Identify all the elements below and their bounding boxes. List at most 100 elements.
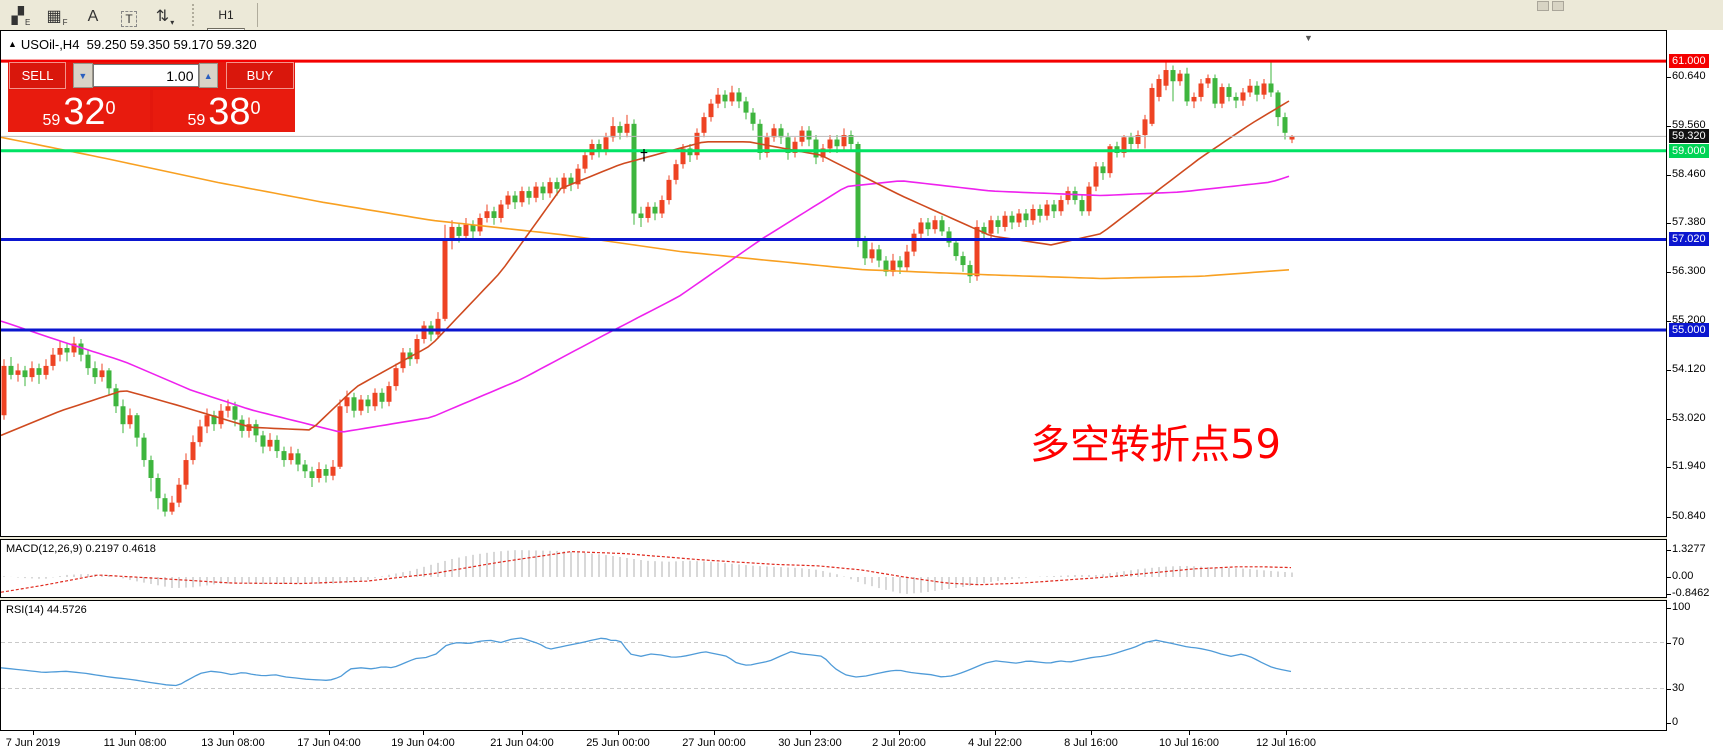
time-tick-label: 10 Jul 16:00 (1159, 737, 1219, 749)
price-level-label: 59.000 (1669, 143, 1709, 158)
rsi-tick-label: 100 (1672, 601, 1691, 613)
price-tick-label: 54.120 (1672, 362, 1706, 375)
price-tick-label: 57.380 (1672, 216, 1706, 229)
volume-decrease-button[interactable]: ▼ (73, 63, 93, 88)
price-tick-label: 60.640 (1672, 70, 1706, 83)
axis-tick-mark (1667, 271, 1671, 273)
toolbar: ▞E ▦F A T ⇅▾ M1M5M15M30H1H4D1W1MN (0, 0, 1723, 126)
ma-medium-magenta (1, 175, 1290, 433)
price-tick-label: 53.020 (1672, 411, 1706, 424)
macd-tick-label: 1.3277 (1672, 543, 1706, 555)
cross-marker: † (640, 146, 648, 164)
titlebar-mark (1552, 1, 1564, 11)
sell-button[interactable]: SELL (9, 62, 67, 89)
symbol-ohlc: 59.250 59.350 59.170 59.320 (86, 37, 257, 52)
axis-tick-mark (1667, 608, 1671, 609)
text-label-icon[interactable]: T (114, 3, 144, 27)
sell-price-point: 0 (105, 98, 116, 118)
time-tick-label: 7 Jun 2019 (5, 737, 61, 749)
buy-price-pips: 38 (208, 91, 251, 133)
time-tick-label: 11 Jun 08:00 (103, 737, 167, 749)
axis-tick-mark (1667, 550, 1671, 551)
toolbar-grip[interactable] (192, 4, 199, 26)
macd-tick-label: -0.8462 (1672, 587, 1710, 600)
axis-tick-mark (1667, 369, 1671, 371)
axis-tick-mark (1667, 467, 1671, 469)
macd-panel (0, 539, 1667, 598)
titlebar-mark (1537, 1, 1549, 11)
symbol-arrow-icon: ▲ (8, 39, 17, 49)
rsi-panel (0, 600, 1667, 731)
macd-plot[interactable] (1, 540, 1666, 597)
time-tick-mark (233, 731, 234, 735)
rsi-tick-label: 70 (1672, 635, 1685, 648)
time-tick-label: 21 Jun 04:00 (490, 737, 554, 749)
time-tick-label: 13 Jun 08:00 (201, 737, 265, 749)
volume-increase-button[interactable]: ▲ (198, 63, 218, 88)
macd-histogram (3, 550, 1293, 594)
time-tick-label: 27 Jun 00:00 (682, 737, 746, 749)
axis-tick-mark (1667, 723, 1671, 724)
time-tick-mark (810, 731, 811, 735)
timeframe-H1[interactable]: H1 (218, 8, 234, 22)
grid-icon[interactable]: ▦ F (46, 8, 68, 27)
rsi-plot[interactable] (1, 601, 1666, 730)
time-tick-label: 4 Jul 22:00 (968, 737, 1022, 749)
time-tick-mark (1091, 731, 1092, 735)
time-tick-label: 19 Jun 04:00 (391, 737, 455, 749)
rsi-tick-label: 0 (1672, 716, 1679, 728)
buy-button[interactable]: BUY (225, 62, 295, 89)
sell-price-handle: 59 (42, 112, 61, 129)
time-tick-label: 30 Jun 23:00 (778, 737, 842, 749)
one-click-trade-panel: SELL ▼ ▲ BUY 59 32 0 59 38 0 (8, 62, 295, 132)
chart-annotation-text[interactable]: 多空转折点59 (1030, 422, 1281, 468)
volume-input[interactable] (92, 64, 199, 87)
chart-objects-icon[interactable]: ▞ E (11, 8, 31, 27)
time-tick-label: 8 Jul 16:00 (1064, 737, 1118, 749)
axis-tick-mark (1667, 125, 1671, 127)
price-tick-label: 56.300 (1672, 264, 1706, 277)
main-chart-plot[interactable]: † (1, 31, 1666, 536)
symbol-name: USOil-,H4 (20, 37, 80, 52)
axis-tick-mark (1667, 174, 1671, 176)
price-tick-label: 51.940 (1672, 460, 1706, 473)
sell-price[interactable]: 59 32 0 (8, 90, 150, 132)
time-tick-mark (714, 731, 715, 735)
toolbar-separator (257, 3, 258, 27)
time-tick-mark (33, 731, 34, 735)
time-tick-mark (135, 731, 136, 735)
price-level-label: 55.000 (1669, 323, 1709, 338)
time-tick-label: 17 Jun 04:00 (297, 737, 361, 749)
axis-tick-mark (1667, 577, 1671, 578)
time-tick-label: 12 Jul 16:00 (1256, 737, 1316, 749)
price-level-label: 57.020 (1669, 232, 1709, 247)
axis-tick-mark (1667, 418, 1671, 420)
time-tick-mark (423, 731, 424, 735)
price-tick-label: 50.840 (1672, 509, 1706, 522)
axis-tick-mark (1667, 77, 1671, 79)
font-icon[interactable]: A (87, 8, 99, 25)
time-axis[interactable]: 7 Jun 2019 11 Jun 08:00 13 Jun 08:00 17 Jun… (0, 731, 1723, 755)
price-tick-label: 59.560 (1672, 118, 1706, 131)
time-tick-label: 25 Jun 00:00 (586, 737, 650, 749)
rsi-tick-label: 30 (1672, 681, 1685, 694)
price-tick-label: 58.460 (1672, 167, 1706, 180)
price-level-label: 59.320 (1669, 129, 1709, 144)
axis-tick-mark (1667, 642, 1671, 644)
candles (1, 61, 1295, 517)
axis-tick-mark (1667, 688, 1671, 690)
sort-arrows-icon[interactable]: ⇅ ▾ (155, 8, 175, 27)
buy-price-point: 0 (250, 98, 261, 118)
buy-price-handle: 59 (187, 112, 206, 129)
axis-tick-mark (1667, 321, 1671, 323)
ma-slow-orange (1, 136, 1290, 280)
time-tick-mark (329, 731, 330, 735)
time-tick-mark (618, 731, 619, 735)
price-axis[interactable]: 60.640 59.560 58.460 57.380 56.300 55.200 54.1… (1667, 30, 1723, 755)
macd-label: MACD(12,26,9) 0.2197 0.4618 (6, 543, 156, 555)
buy-price[interactable]: 59 38 0 (153, 90, 295, 132)
chart-shift-marker[interactable]: ▼ (1304, 33, 1313, 43)
axis-tick-mark (1667, 594, 1671, 596)
time-tick-mark (899, 731, 900, 735)
